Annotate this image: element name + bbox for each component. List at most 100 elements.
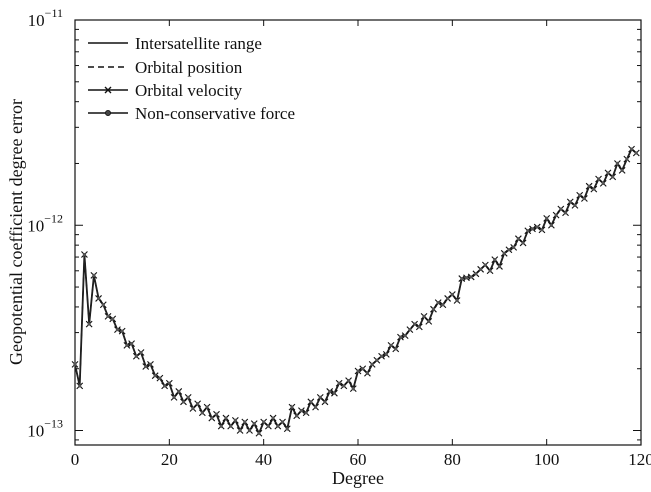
non-conservative-force-point	[530, 227, 535, 231]
x-tick-label: 40	[255, 450, 272, 469]
non-conservative-force-point	[479, 267, 483, 271]
series-layer	[71, 145, 640, 437]
legend: Intersatellite range Orbital position Or…	[88, 34, 295, 123]
non-conservative-force-point	[210, 416, 214, 420]
non-conservative-force-point	[540, 228, 544, 232]
non-conservative-force-point	[144, 364, 148, 369]
non-conservative-force-point	[587, 184, 591, 188]
non-conservative-force-point	[436, 300, 440, 305]
non-conservative-force-point	[403, 334, 407, 338]
non-conservative-force-point	[285, 427, 289, 431]
y-tick-label: 10−11	[28, 6, 63, 30]
non-conservative-force-point	[601, 181, 605, 185]
x-tick-label: 100	[534, 450, 560, 469]
non-conservative-force-point	[356, 369, 360, 373]
non-conservative-force-point	[521, 241, 525, 245]
non-conservative-force-point	[125, 343, 129, 347]
non-conservative-force-point	[629, 147, 634, 151]
x-axis-title: Degree	[332, 468, 384, 488]
non-conservative-force-point	[96, 296, 101, 301]
x-tick-label: 20	[161, 450, 178, 469]
legend-label-orbital-position: Orbital position	[135, 58, 243, 77]
non-conservative-force-point	[233, 418, 237, 423]
x-tick-label: 0	[71, 450, 80, 469]
non-conservative-force-point	[526, 229, 530, 233]
non-conservative-force-point	[78, 384, 82, 388]
non-conservative-force-point	[606, 171, 610, 175]
non-conservative-force-point	[252, 422, 256, 426]
non-conservative-force-point	[106, 314, 110, 318]
non-conservative-force-point	[535, 225, 539, 229]
non-conservative-force-point	[469, 275, 473, 279]
non-conservative-force-point	[186, 395, 190, 399]
x-tick-label: 80	[444, 450, 461, 469]
non-conservative-force-point	[205, 405, 209, 409]
non-conservative-force-point	[342, 384, 346, 388]
non-conservative-force-point	[408, 328, 412, 332]
non-conservative-force-point	[512, 245, 516, 250]
non-conservative-force-point	[276, 424, 280, 428]
non-conservative-force-point	[153, 374, 157, 378]
y-tick-label: 10−13	[27, 417, 63, 441]
non-conservative-force-point	[615, 161, 620, 166]
non-conservative-force-point	[493, 258, 497, 262]
non-conservative-force-point	[224, 416, 228, 420]
non-conservative-force-point	[257, 431, 261, 435]
non-conservative-force-point	[120, 329, 124, 333]
non-conservative-force-point	[634, 151, 638, 155]
legend-label-intersatellite-range: Intersatellite range	[135, 34, 262, 53]
non-conservative-force-point	[295, 414, 299, 418]
y-axis: 10−13 10−12 10−11	[27, 6, 641, 441]
non-conservative-force-point	[318, 395, 322, 399]
non-conservative-force-point	[578, 193, 582, 197]
non-conservative-force-point	[417, 325, 421, 329]
non-conservative-force-point	[167, 381, 171, 385]
non-conservative-force-point	[488, 269, 492, 273]
non-conservative-force-point	[413, 322, 417, 326]
non-conservative-force-point	[200, 411, 204, 415]
non-conservative-force-point	[346, 379, 351, 383]
non-conservative-force-point	[431, 307, 436, 311]
non-conservative-force-point	[181, 400, 186, 404]
non-conservative-force-point	[422, 314, 426, 318]
legend-label-orbital-velocity: Orbital velocity	[135, 81, 243, 100]
non-conservative-force-point	[441, 303, 445, 307]
non-conservative-force-point	[73, 362, 77, 366]
non-conservative-force-point	[446, 296, 450, 301]
non-conservative-force-point	[497, 264, 502, 269]
y-axis-title: Geopotential coefficient degree error	[6, 99, 26, 365]
non-conservative-force-point	[474, 272, 478, 276]
non-conservative-force-point	[92, 273, 96, 277]
non-conservative-force-point	[450, 292, 454, 297]
non-conservative-force-point	[101, 303, 105, 307]
non-conservative-force-point	[290, 405, 294, 409]
legend-marker-x	[104, 86, 112, 94]
non-conservative-force-point	[611, 175, 615, 179]
non-conservative-force-point	[507, 248, 511, 252]
non-conservative-force-point	[266, 424, 270, 428]
non-conservative-force-point	[219, 424, 223, 428]
non-conservative-force-point	[115, 328, 120, 332]
non-conservative-force-point	[592, 187, 596, 191]
non-conservative-force-point	[280, 420, 285, 424]
non-conservative-force-point	[384, 352, 388, 356]
non-conservative-force-point	[82, 252, 87, 257]
non-conservative-force-point	[130, 342, 134, 346]
non-conservative-force-point	[398, 335, 403, 339]
non-conservative-force-point	[134, 354, 138, 358]
non-conservative-force-point	[427, 319, 431, 324]
non-conservative-force-point	[337, 381, 341, 385]
non-conservative-force-point	[163, 384, 167, 388]
non-conservative-force-point	[238, 428, 242, 433]
non-conservative-force-point	[394, 347, 398, 351]
non-conservative-force-point	[568, 200, 572, 204]
non-conservative-force-point	[365, 371, 370, 375]
non-conservative-force-point	[191, 406, 195, 411]
non-conservative-force-point	[549, 223, 553, 227]
y-tick-label: 10−12	[27, 211, 63, 235]
non-conservative-force-point	[573, 203, 577, 207]
non-conservative-force-point	[247, 428, 252, 433]
non-conservative-force-point	[596, 177, 601, 181]
non-conservative-force-point	[323, 400, 327, 404]
